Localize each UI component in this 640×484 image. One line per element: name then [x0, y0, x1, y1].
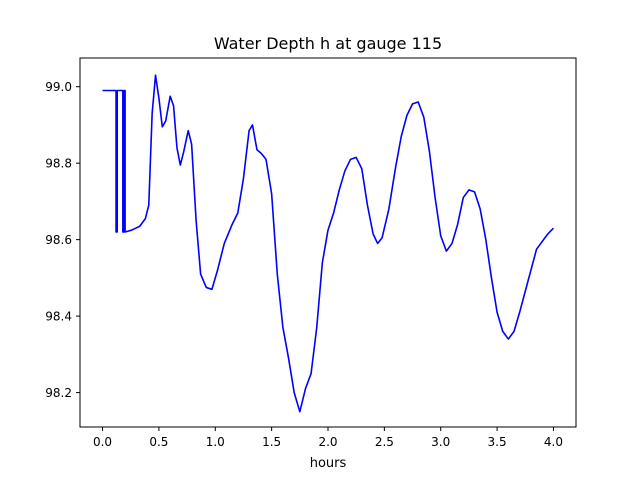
- y-tick-label: 98.4: [45, 310, 72, 324]
- plot-frame: [79, 57, 577, 428]
- x-tick-label: 3.0: [431, 435, 450, 449]
- y-tick-label: 98.8: [45, 157, 72, 171]
- x-tick-label: 2.5: [375, 435, 394, 449]
- y-tick-label: 98.2: [45, 386, 72, 400]
- x-tick-label: 0.5: [149, 435, 168, 449]
- x-tick-label: 0.0: [93, 435, 112, 449]
- x-tick-label: 2.0: [318, 435, 337, 449]
- x-axis-label: hours: [310, 456, 347, 471]
- chart-title: Water Depth h at gauge 115: [214, 34, 442, 53]
- y-tick-label: 98.6: [45, 233, 72, 247]
- x-tick-label: 1.0: [206, 435, 225, 449]
- y-tick-label: 99.0: [45, 80, 72, 94]
- x-tick-label: 4.0: [544, 435, 563, 449]
- series-line-0: [102, 74, 555, 413]
- x-tick-label: 3.5: [488, 435, 507, 449]
- x-tick-label: 1.5: [262, 435, 281, 449]
